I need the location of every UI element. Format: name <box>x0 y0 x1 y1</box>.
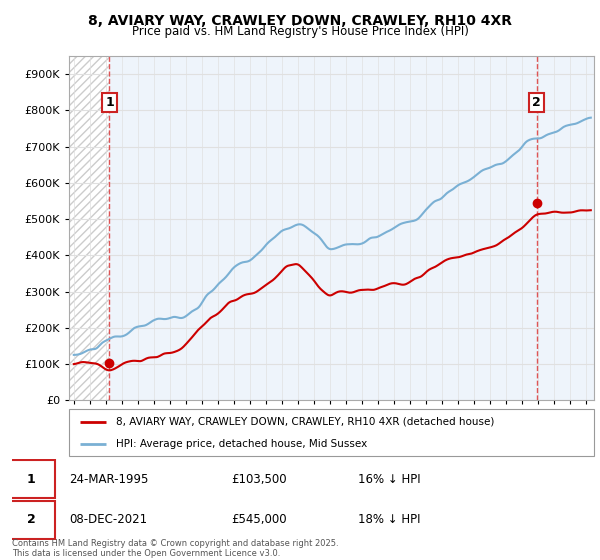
Text: 2: 2 <box>26 514 35 526</box>
Text: 08-DEC-2021: 08-DEC-2021 <box>70 514 148 526</box>
Text: £103,500: £103,500 <box>231 473 287 486</box>
Text: 24-MAR-1995: 24-MAR-1995 <box>70 473 149 486</box>
FancyBboxPatch shape <box>69 409 594 456</box>
FancyBboxPatch shape <box>6 501 55 539</box>
Text: Price paid vs. HM Land Registry's House Price Index (HPI): Price paid vs. HM Land Registry's House … <box>131 25 469 38</box>
Text: 16% ↓ HPI: 16% ↓ HPI <box>358 473 420 486</box>
Text: Contains HM Land Registry data © Crown copyright and database right 2025.
This d: Contains HM Land Registry data © Crown c… <box>12 539 338 558</box>
Text: 2: 2 <box>532 96 541 109</box>
Text: 1: 1 <box>105 96 114 109</box>
Text: HPI: Average price, detached house, Mid Sussex: HPI: Average price, detached house, Mid … <box>116 438 367 449</box>
Text: £545,000: £545,000 <box>231 514 287 526</box>
Text: 8, AVIARY WAY, CRAWLEY DOWN, CRAWLEY, RH10 4XR (detached house): 8, AVIARY WAY, CRAWLEY DOWN, CRAWLEY, RH… <box>116 417 494 427</box>
FancyBboxPatch shape <box>6 460 55 498</box>
Text: 1: 1 <box>26 473 35 486</box>
Text: 8, AVIARY WAY, CRAWLEY DOWN, CRAWLEY, RH10 4XR: 8, AVIARY WAY, CRAWLEY DOWN, CRAWLEY, RH… <box>88 14 512 28</box>
Text: 18% ↓ HPI: 18% ↓ HPI <box>358 514 420 526</box>
